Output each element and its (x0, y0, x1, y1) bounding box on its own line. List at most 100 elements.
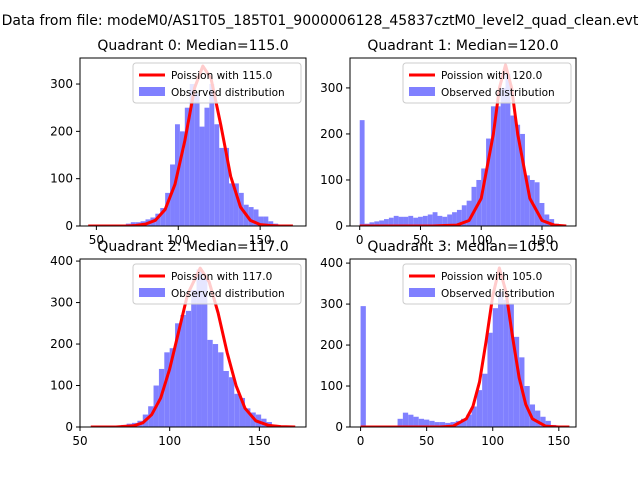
histogram-bar (545, 420, 551, 427)
histogram-bar (191, 290, 197, 427)
histogram-bar (432, 212, 438, 226)
legend: Poission with 115.0 Observed distribution (132, 62, 302, 104)
histogram-bar (130, 222, 136, 226)
histogram-bar (207, 339, 213, 427)
histogram-bar (492, 308, 499, 427)
x-tick-label: 50 (89, 233, 104, 247)
histogram-bar (189, 84, 195, 226)
histogram-bar (534, 182, 540, 226)
histogram-bar (539, 202, 545, 226)
histogram-bar (508, 304, 514, 427)
histogram-bar (461, 205, 467, 226)
histogram-bar (248, 207, 254, 226)
histogram-bar (520, 133, 525, 226)
y-tick-label: 300 (320, 297, 343, 311)
histogram-bar (505, 74, 511, 226)
legend-label-poisson: Poission with 105.0 (441, 271, 542, 283)
plot-area (90, 266, 296, 427)
y-tick-label: 300 (320, 81, 343, 95)
legend-label-observed: Observed distribution (171, 288, 285, 300)
y-tick-label: 200 (50, 124, 73, 138)
histogram-bar (445, 422, 451, 427)
y-tick-label: 0 (65, 420, 73, 434)
histogram-bar (209, 84, 215, 226)
legend-box (402, 62, 572, 104)
histogram-bar (185, 310, 192, 427)
histogram-bar (535, 410, 541, 427)
histogram-bar (442, 216, 448, 226)
histogram-bar (540, 416, 546, 427)
histogram-bar (490, 106, 496, 226)
x-tick-label: 100 (481, 434, 504, 448)
subplot-title: Quadrant 0: Median=115.0 (97, 38, 288, 54)
legend-box (132, 62, 302, 104)
histogram-bar (466, 414, 472, 427)
x-tick-label: 0 (357, 434, 365, 448)
x-tick-label: 150 (248, 434, 271, 448)
x-tick-label: 100 (158, 434, 181, 448)
x-tick-label: 0 (356, 233, 364, 247)
legend: Poission with 117.0 Observed distribution (132, 263, 302, 305)
histogram-bar (384, 219, 389, 226)
histogram-bar (471, 186, 477, 226)
histogram-bar (427, 214, 433, 226)
histogram-bar (482, 373, 488, 427)
histogram-bar (513, 336, 520, 427)
histogram-bar (408, 215, 414, 226)
histogram-bar (239, 397, 246, 427)
histogram-bar (422, 215, 428, 226)
histogram-bar (388, 217, 394, 226)
histogram-bar (170, 164, 175, 226)
histogram-bar (418, 418, 425, 427)
histogram-bar (201, 277, 208, 427)
histogram-bar (204, 107, 210, 226)
histogram-bar (452, 212, 457, 226)
histogram-bar (245, 408, 251, 427)
y-tick-label: 400 (50, 254, 73, 268)
histogram-bar (360, 306, 366, 427)
y-tick-label: 100 (50, 172, 73, 186)
histogram-bar (379, 220, 385, 226)
histogram-bar (408, 414, 414, 427)
x-tick-label: 100 (167, 233, 190, 247)
x-tick-label: 150 (547, 434, 570, 448)
histogram-bar (498, 291, 504, 427)
legend-bar-swatch (139, 288, 165, 297)
x-tick-label: 50 (72, 434, 87, 448)
histogram-bar (487, 332, 493, 427)
x-tick-label: 50 (419, 434, 434, 448)
x-tick-label: 50 (413, 233, 428, 247)
y-tick-label: 0 (65, 219, 73, 233)
histogram-bar (224, 147, 230, 226)
histogram-bar (515, 124, 521, 226)
histogram-bar (229, 183, 234, 226)
subplot-title: Quadrant 2: Median=117.0 (97, 239, 288, 255)
histogram-bar (393, 215, 399, 226)
y-tick-label: 0 (335, 420, 343, 434)
histogram-bar (461, 418, 467, 427)
y-tick-label: 0 (335, 219, 343, 233)
legend-box (402, 263, 572, 305)
histogram-bar (524, 175, 530, 226)
histogram-bar (374, 221, 380, 226)
histogram-bar (234, 393, 240, 427)
y-tick-label: 100 (320, 173, 343, 187)
histogram-bar (218, 352, 224, 427)
histogram-bar (219, 147, 225, 226)
figure-suptitle: Data from file: modeM0/AS1T05_185T01_900… (2, 13, 639, 29)
legend-box (132, 263, 302, 305)
axes-frame (349, 258, 577, 428)
histogram-bar (369, 222, 375, 226)
histogram-bar (549, 219, 555, 226)
histogram-bar (179, 131, 185, 226)
histogram-bar (212, 344, 219, 427)
legend-label-observed: Observed distribution (171, 87, 285, 99)
histogram-bar (471, 406, 477, 427)
histogram-bar (424, 419, 430, 427)
y-tick-label: 400 (320, 256, 343, 270)
histogram-bar (397, 418, 403, 427)
histogram-bar (456, 209, 462, 226)
histogram-bar (413, 217, 419, 226)
y-tick-label: 300 (50, 296, 73, 310)
